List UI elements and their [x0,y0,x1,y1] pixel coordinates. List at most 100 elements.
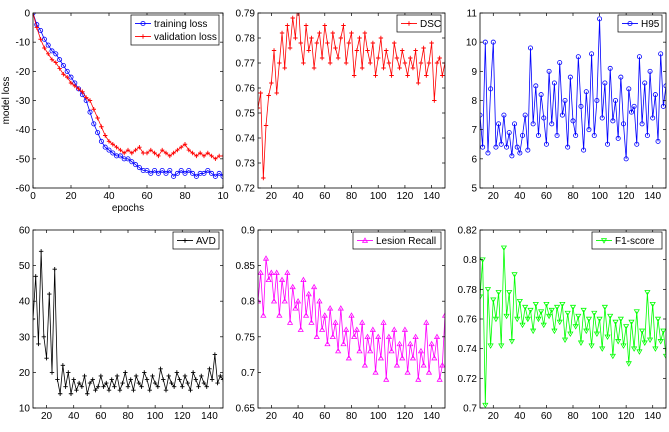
data-point [220,377,223,382]
data-point [644,290,651,296]
data-point [434,60,440,66]
data-point [596,316,603,323]
data-point [332,319,339,325]
data-point [321,312,328,318]
data-point [554,132,560,138]
data-point [514,144,520,150]
data-point [402,60,408,66]
data-point [49,370,55,375]
x-tick-label: 40 [514,411,526,422]
data-point [337,305,344,311]
data-point [129,159,135,165]
data-point [410,65,416,71]
data-point [436,376,443,382]
data-point [156,153,161,159]
data-point [68,80,74,86]
y-tick-label: 0.9 [241,226,255,237]
x-tick-label: 20 [65,191,77,202]
data-point [354,48,360,53]
data-point [591,310,598,317]
data-point [506,290,513,296]
data-point [652,92,658,98]
data-point [57,57,63,63]
y-tick-label: 5 [471,184,477,195]
data-point [273,269,280,275]
x-tick-label: 120 [397,411,414,422]
data-point [137,144,142,150]
data-point [268,269,275,275]
data-point [212,173,218,179]
data-point [103,133,108,138]
data-point [159,167,165,173]
data-point [597,16,603,22]
data-point [76,86,81,92]
data-point [289,283,296,290]
data-point [655,138,661,144]
data-point [511,272,518,278]
x-tick-label: 120 [618,191,635,202]
data-point [163,170,169,176]
data-point [209,153,214,159]
data-point [277,60,282,66]
data-point [488,86,494,92]
data-point [432,98,437,103]
legend-label: AVD [196,236,216,247]
data-point [480,112,483,118]
data-point [171,150,176,156]
legend-box [352,231,442,250]
data-point [122,150,127,156]
y-tick-label: 0.73 [236,159,256,170]
data-point [68,391,74,396]
data-point [52,266,57,272]
data-point [646,337,654,343]
legend: AVD [172,231,220,250]
data-point [294,297,302,304]
data-point [376,55,381,61]
data-point [545,313,553,320]
data-point [166,373,171,379]
data-point [634,141,640,147]
data-point [396,340,403,347]
data-point [548,307,555,314]
data-point [437,55,442,61]
data-point [220,153,223,159]
data-point [98,373,104,379]
data-point [519,322,526,329]
data-point [652,346,659,352]
x-tick-label: 140 [644,411,661,422]
x-tick-label: 100 [370,191,387,202]
data-point [179,144,184,150]
data-point [163,150,169,156]
data-point [329,333,336,339]
data-point [155,384,161,389]
data-point [480,294,484,300]
data-point [404,369,411,375]
data-point [53,60,58,65]
legend-label: Lesion Recall [376,236,436,247]
data-point [370,40,376,46]
x-tick-label: 60 [541,411,553,422]
data-point [384,48,389,53]
data-point [215,380,220,386]
data-point [293,35,298,41]
data-point [426,60,432,66]
x-tick-label: 20 [266,191,278,202]
data-point [433,333,441,339]
data-point [55,377,60,382]
data-point [201,380,207,386]
data-point [317,30,322,36]
data-point [319,55,325,61]
data-point [286,319,294,325]
data-point [663,83,666,89]
y-tick-label: -40 [16,125,31,136]
data-point [543,301,550,308]
data-point [142,370,147,375]
data-point [508,339,515,345]
data-point [530,328,537,335]
data-point [647,68,653,74]
x-tick-label: 140 [423,411,440,422]
data-point [306,48,311,53]
legend-label: H95 [641,19,660,30]
y-tick-label: 60 [19,226,31,237]
